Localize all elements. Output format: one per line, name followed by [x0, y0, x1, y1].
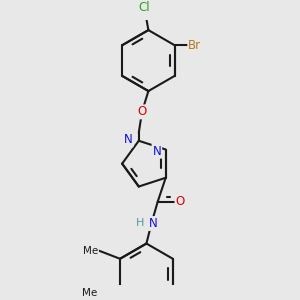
Text: Br: Br — [188, 39, 201, 52]
Text: Cl: Cl — [139, 1, 150, 14]
Text: N: N — [152, 145, 161, 158]
Text: O: O — [176, 195, 185, 208]
Text: N: N — [124, 134, 133, 146]
Text: H: H — [136, 218, 144, 229]
Text: N: N — [148, 217, 157, 230]
Text: Me: Me — [83, 246, 98, 256]
Text: O: O — [137, 105, 147, 119]
Text: Me: Me — [82, 288, 97, 298]
